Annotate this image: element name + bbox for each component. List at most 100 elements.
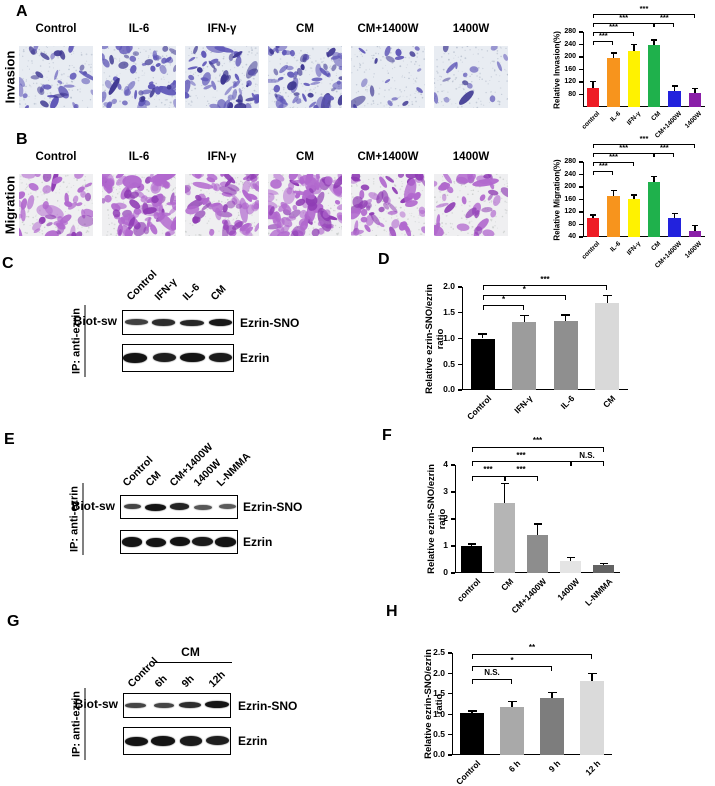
error-bar-cap	[467, 543, 476, 545]
y-tick	[457, 389, 462, 391]
migration-micrograph-row: Control IL-6 IFN-γ CM CM+1400W 1400W	[19, 150, 508, 236]
bar-CM	[494, 502, 515, 573]
bar-6 h	[500, 706, 524, 755]
y-tick	[450, 464, 455, 466]
significance-bracket	[472, 653, 592, 659]
lane-label-cm: CM	[143, 468, 164, 489]
invasion-micrograph-control	[19, 46, 93, 108]
significance-label: ***	[540, 274, 550, 284]
micro-column-il-6: IL-6	[102, 150, 176, 236]
bar-IFN-γ	[512, 322, 537, 390]
lane-label-ifn-γ: IFN-γ	[152, 275, 180, 303]
x-tick-label: 6 h	[506, 758, 523, 775]
micro-column-cm+1400w: CM+1400W	[351, 150, 425, 236]
y-tick	[457, 286, 462, 288]
x-tick-label: 9 h	[546, 758, 563, 775]
bar-CM	[647, 44, 661, 107]
band-label-ezrin-sno: Ezrin-SNO	[238, 698, 298, 713]
significance-bracket	[593, 153, 655, 157]
y-tick-label: 2.0	[443, 281, 455, 292]
bar-CM+1400W	[668, 218, 681, 237]
significance-label: ***	[639, 4, 649, 13]
significance-bracket	[471, 446, 604, 452]
lane-label-control: Control	[124, 268, 160, 303]
y-tick-label: 40	[568, 233, 576, 241]
y-tick-label: 80	[568, 220, 576, 228]
bar-L-NMMA	[593, 564, 614, 573]
x-tick-label: 1400W	[554, 576, 581, 603]
error-bar-cap	[630, 43, 637, 46]
error-bar-cap	[630, 194, 637, 196]
y-tick-label: 200	[564, 183, 576, 191]
significance-label: ***	[619, 13, 629, 22]
y-tick	[450, 518, 455, 520]
x-tick-label: L-NMMA	[582, 576, 614, 608]
error-bar	[565, 314, 567, 321]
y-tick	[457, 312, 462, 314]
significance-label: ***	[659, 13, 669, 22]
significance-bracket	[472, 678, 512, 684]
band-ezrin-lane3	[179, 736, 203, 746]
error-bar-cap	[671, 212, 678, 214]
x-tick-label: 1400W	[683, 240, 704, 260]
micro-column-control: Control	[19, 22, 93, 108]
ezrin-sno-ratio-chart-f: Relative ezrin-SNO/ezrin ratio 0 1 2 3 4 contro…	[398, 432, 670, 615]
condition-label: 1400W	[452, 23, 490, 35]
bar-CM+1400W	[527, 534, 548, 573]
error-bar	[612, 52, 615, 58]
significance-bracket	[482, 295, 566, 300]
condition-label: IFN-γ	[207, 23, 237, 35]
condition-label: 1400W	[452, 151, 490, 163]
error-bar-cap	[651, 175, 658, 178]
error-bar	[612, 190, 615, 197]
significance-bracket	[593, 144, 695, 148]
y-tick-label: 200	[564, 53, 576, 61]
significance-label: ***	[619, 143, 629, 152]
band-ezrin-lane2	[151, 736, 176, 747]
y-tick	[578, 68, 583, 71]
significance-bracket	[593, 41, 614, 45]
y-tick-label: 0	[443, 567, 448, 578]
y-tick	[447, 733, 452, 736]
micro-column-control: Control	[19, 150, 93, 236]
y-tick	[447, 754, 452, 756]
error-bar-cap	[590, 80, 597, 83]
band-ezrin-sno-lane3	[178, 701, 201, 709]
significance-label: ***	[609, 22, 618, 31]
x-tick-label: IFN-γ	[625, 240, 643, 257]
error-bar-cap	[671, 85, 678, 87]
plot-frame	[583, 32, 705, 107]
significance-bracket	[593, 32, 634, 36]
y-tick	[450, 572, 455, 574]
significance-bracket	[471, 461, 571, 466]
micro-column-cm+1400w: CM+1400W	[351, 22, 425, 108]
y-tick-label: 1	[443, 540, 448, 551]
condition-label: Control	[35, 151, 77, 163]
error-bar-cap	[610, 190, 617, 192]
error-bar	[653, 176, 655, 183]
x-tick-label: CM	[650, 240, 663, 253]
invasion-bar-chart: Relative Invasion(%) 80 120 160 200 240 280 con…	[543, 0, 715, 140]
y-tick-label: 1.0	[443, 332, 455, 343]
band-ezrin-sno-lane4	[208, 319, 233, 327]
micro-column-il-6: IL-6	[102, 22, 176, 108]
x-tick-label: control	[580, 110, 602, 131]
bar-12 h	[580, 680, 604, 755]
y-tick-label: 240	[564, 170, 576, 178]
migration-bar-chart: Relative Migration(%) 40 80 120 160 200 240 280…	[543, 130, 715, 270]
micro-column-cm: CM	[268, 22, 342, 108]
band-ezrin-sno-lane1	[124, 702, 147, 709]
bar-control	[586, 88, 600, 107]
panel-f-letter: F	[382, 427, 392, 444]
band-ezrin-lane3	[169, 536, 190, 547]
error-bar	[673, 213, 676, 219]
invasion-micrograph-cm+1400w	[351, 46, 425, 108]
panel-e-letter: E	[4, 431, 15, 448]
biot-sw-label: Biot-sw	[74, 697, 118, 711]
y-tick-label: 120	[564, 208, 576, 216]
y-tick-label: 280	[564, 28, 576, 36]
error-bar-cap	[610, 52, 617, 54]
band-ezrin-sno-lane1	[125, 319, 148, 325]
error-bar-cap	[691, 225, 698, 227]
y-tick	[450, 545, 455, 547]
